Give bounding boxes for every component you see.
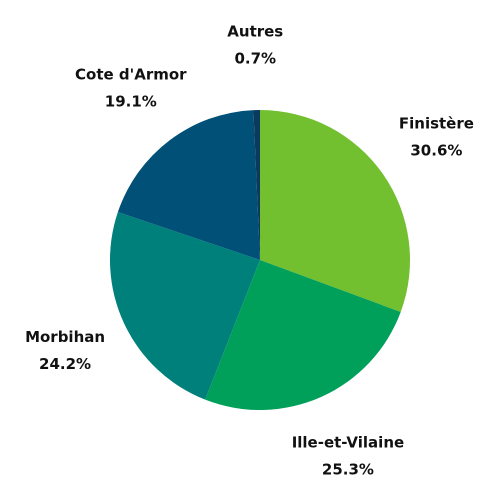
slice-label: Morbihan	[25, 328, 105, 346]
slice-value: 25.3%	[322, 461, 374, 479]
slice-value: 0.7%	[234, 50, 276, 68]
pie-slice	[260, 110, 410, 312]
slice-value: 19.1%	[105, 93, 157, 111]
slice-label: Ille-et-Vilaine	[292, 434, 405, 452]
slice-label: Finistère	[399, 115, 474, 133]
pie-slice	[117, 110, 260, 260]
slice-label: Cote d'Armor	[75, 66, 187, 84]
slice-value: 24.2%	[39, 355, 91, 373]
slice-label: Autres	[227, 23, 283, 41]
pie-slice	[110, 212, 260, 400]
pie-slice	[205, 260, 401, 410]
slice-value: 30.6%	[410, 142, 462, 160]
pie-slice	[253, 110, 260, 260]
